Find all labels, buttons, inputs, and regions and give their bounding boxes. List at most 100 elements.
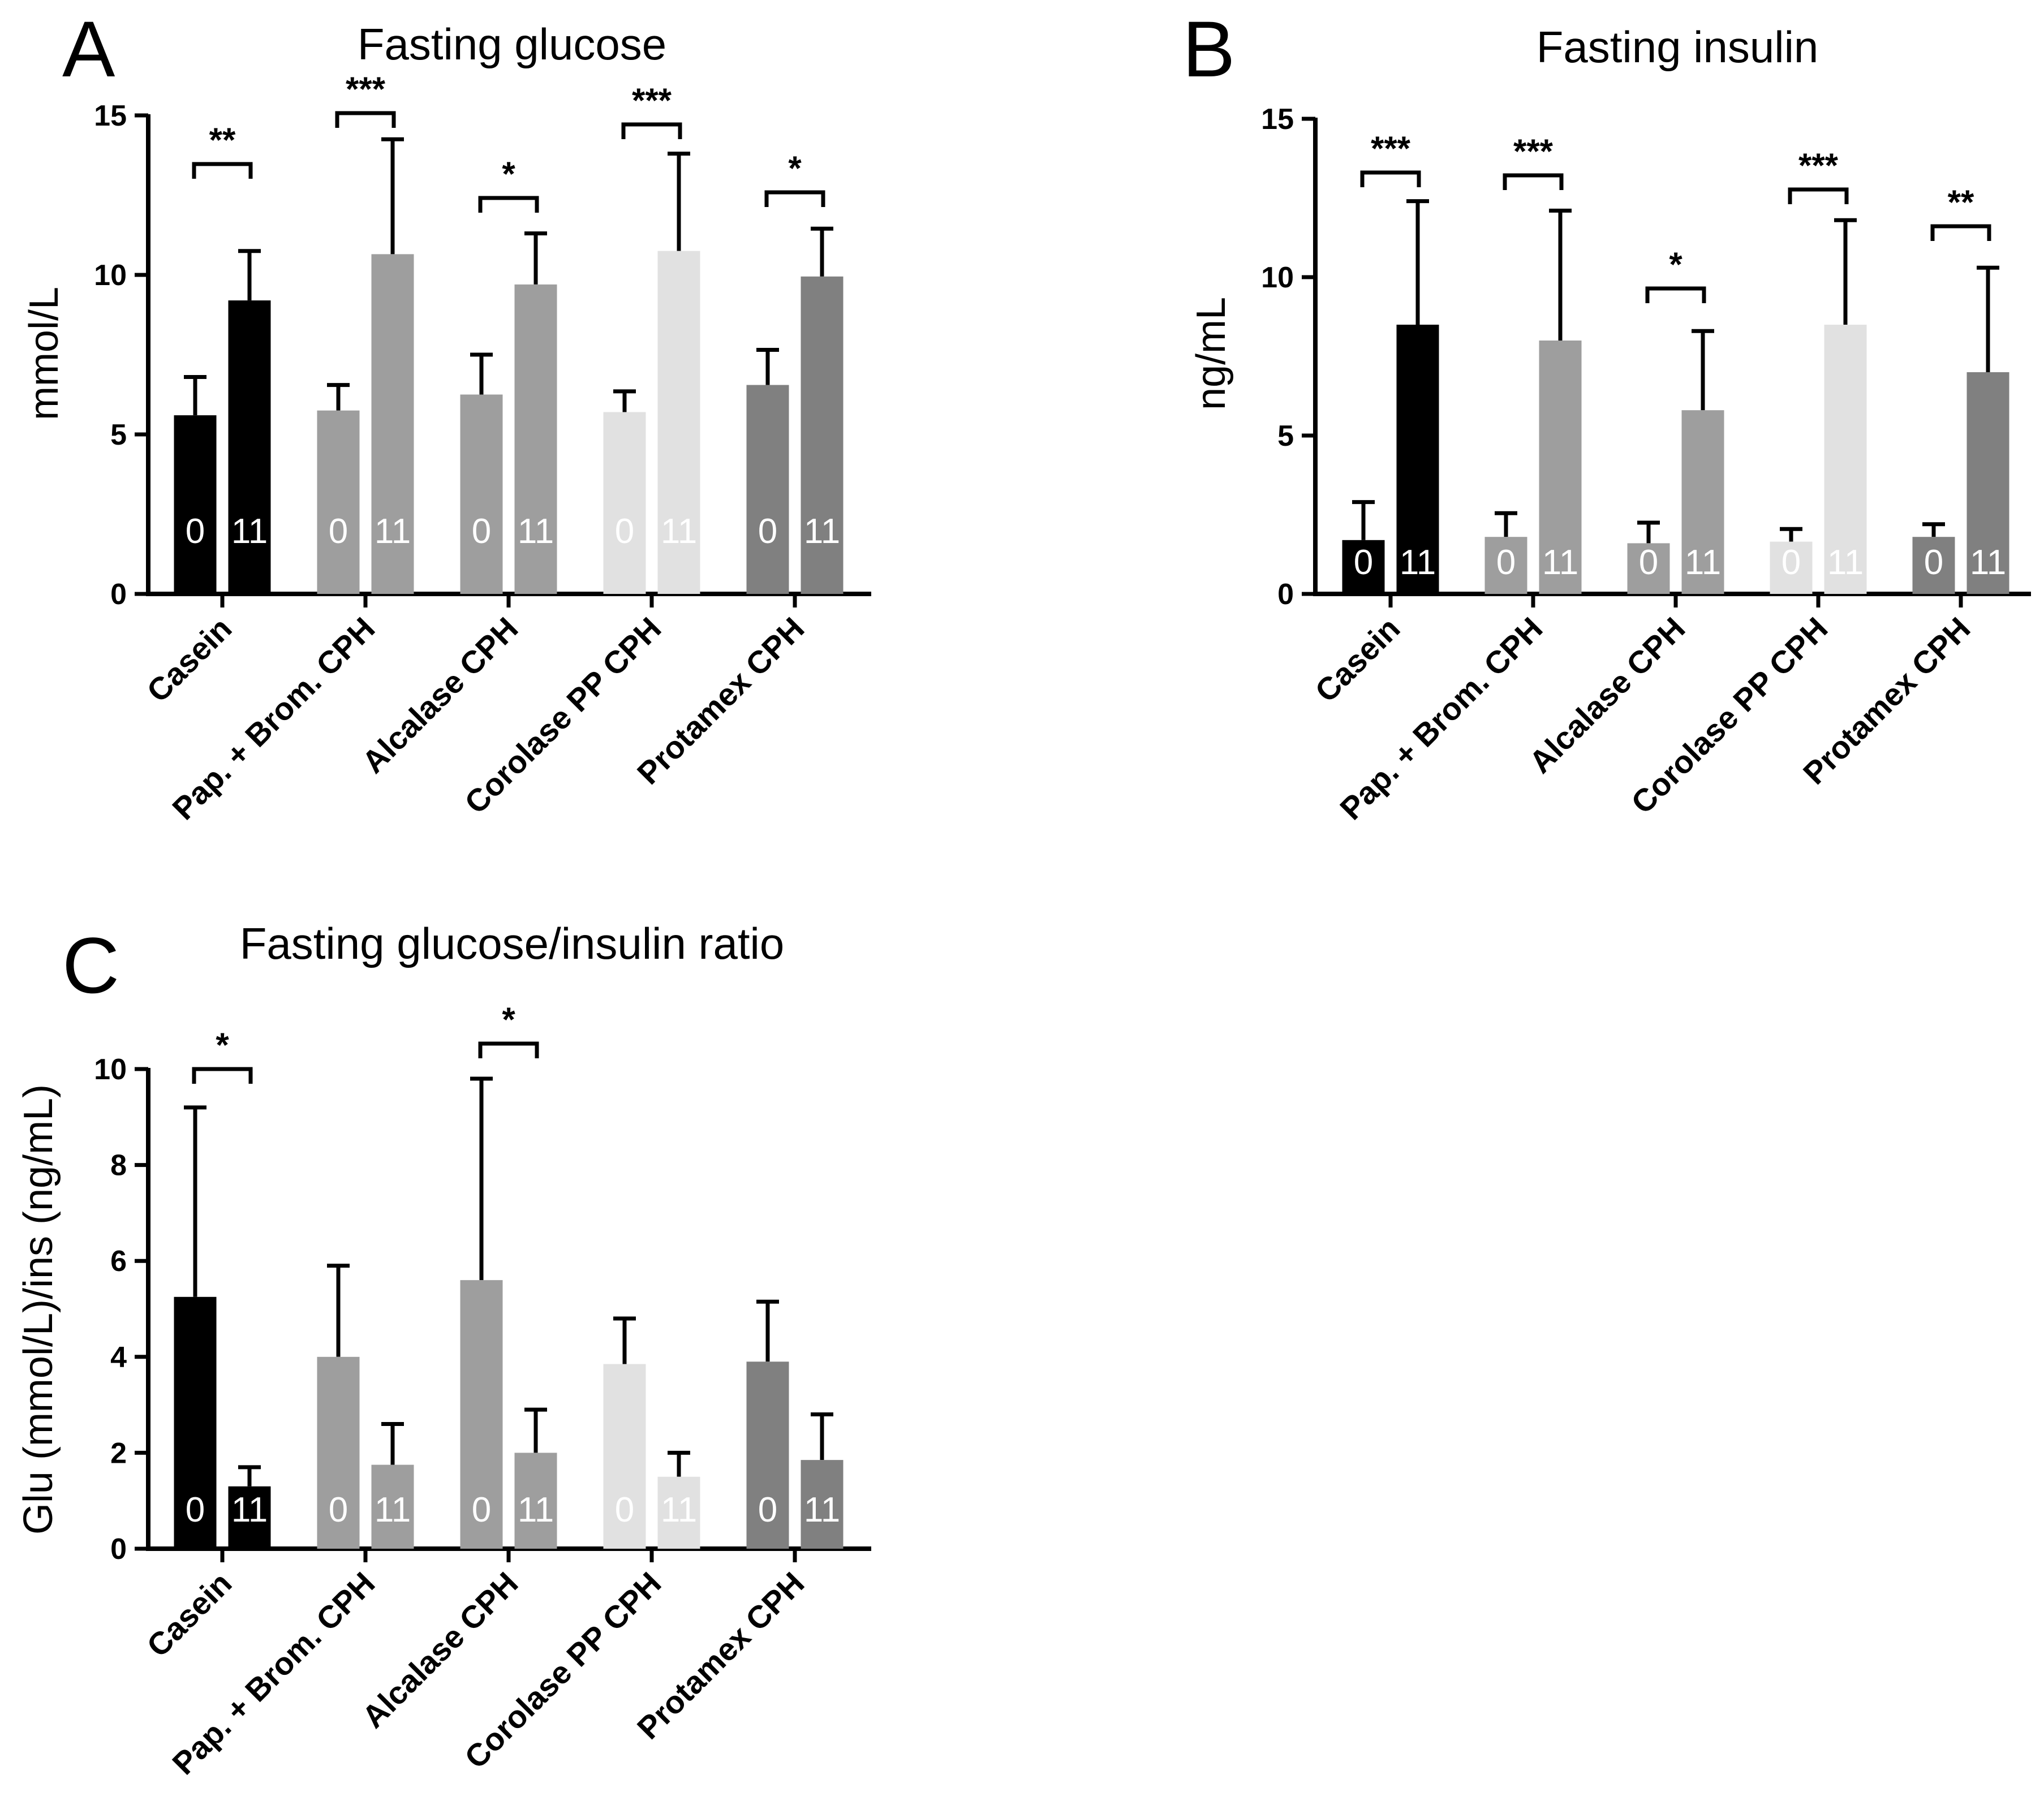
panel-a: A Fasting glucose mmol/L 0 5 10 15 Casein 0 11… (21, 5, 871, 826)
bar (460, 394, 503, 594)
y-tick-label: 8 (110, 1149, 127, 1182)
bar-label: 0 (472, 512, 491, 551)
significance-label: *** (1798, 147, 1839, 184)
y-tick-label: 5 (110, 419, 127, 451)
bar-label: 11 (375, 512, 411, 551)
bar (603, 1364, 646, 1549)
significance-label: * (502, 1001, 515, 1039)
y-tick-label: 15 (1261, 103, 1294, 136)
y-tick-label: 0 (110, 578, 127, 611)
bar (801, 276, 844, 594)
bar (514, 284, 557, 594)
significance-label: *** (1371, 130, 1411, 167)
bar-label: 11 (661, 1490, 697, 1529)
bar-label: 11 (1827, 543, 1864, 582)
panel-letter: B (1182, 5, 1235, 93)
significance-bracket (192, 162, 253, 179)
bar (1484, 537, 1527, 594)
panel-letter: A (62, 5, 115, 93)
panel-b: B Fasting insulin ng/mL 0 5 10 15 Casein 0 11 *… (1182, 5, 2031, 826)
y-tick-label: 0 (110, 1533, 127, 1566)
y-tick-label: 10 (94, 1053, 127, 1086)
bar-label: 11 (231, 1490, 268, 1529)
significance-bracket (1645, 286, 1706, 303)
bar (1681, 410, 1724, 594)
bar (1342, 540, 1385, 594)
significance-bracket (1788, 187, 1849, 204)
category-label: Casein (140, 610, 238, 709)
bar (514, 1453, 557, 1549)
y-axis-label: ng/mL (1189, 297, 1234, 410)
bar (657, 1476, 700, 1549)
bar (174, 415, 217, 594)
significance-bracket (1503, 173, 1564, 190)
bar-label: 11 (661, 512, 697, 551)
bar-label: 11 (804, 1490, 840, 1529)
significance-label: * (216, 1026, 229, 1064)
y-tick-label: 15 (94, 100, 127, 132)
bar (746, 385, 789, 594)
category-label: Casein (140, 1565, 238, 1664)
bar (603, 412, 646, 594)
bar (174, 1296, 217, 1549)
y-tick-label: 6 (110, 1245, 127, 1278)
bar-label: 0 (1781, 543, 1801, 582)
bar (1396, 325, 1439, 594)
bar-label: 0 (1354, 543, 1373, 582)
bar (460, 1280, 503, 1549)
bar (746, 1361, 789, 1549)
significance-bracket (1360, 170, 1421, 187)
significance-bracket (478, 1041, 539, 1058)
chart-title: Fasting insulin (1537, 22, 1819, 72)
significance-label: *** (1513, 132, 1554, 170)
category-label: Casein (1308, 610, 1406, 709)
y-tick-label: 10 (1261, 261, 1294, 294)
significance-label: *** (346, 70, 386, 108)
bar-label: 11 (375, 1490, 411, 1529)
significance-label: ** (1948, 183, 1974, 221)
bar-label: 0 (758, 512, 777, 551)
bar-label: 0 (1639, 543, 1658, 582)
significance-label: ** (209, 121, 236, 159)
significance-bracket (192, 1067, 253, 1084)
bar (1824, 325, 1867, 594)
bar-label: 11 (518, 512, 554, 551)
bar (371, 254, 414, 594)
bar (801, 1460, 844, 1549)
significance-bracket (621, 122, 682, 139)
significance-label: * (502, 155, 515, 193)
bar (1539, 341, 1582, 594)
bar-label: 11 (231, 512, 268, 551)
bar (317, 410, 360, 594)
bar-label: 0 (615, 1490, 634, 1529)
bar-label: 0 (615, 512, 634, 551)
chart-title: Fasting glucose (358, 19, 666, 69)
significance-bracket (1930, 224, 1991, 241)
y-tick-label: 5 (1277, 420, 1294, 453)
bar-label: 0 (758, 1490, 777, 1529)
bar-label: 11 (1970, 543, 2006, 582)
bar (228, 300, 271, 594)
bar (1912, 537, 1955, 594)
significance-bracket (478, 196, 539, 213)
bar-label: 0 (186, 512, 205, 551)
y-axis-label: mmol/L (21, 287, 67, 420)
bar (371, 1464, 414, 1549)
significance-bracket (335, 111, 396, 128)
bar (657, 251, 700, 594)
significance-bracket (764, 190, 825, 207)
bar (317, 1356, 360, 1549)
bar-label: 0 (1496, 543, 1516, 582)
bar-label: 11 (1685, 543, 1721, 582)
bar-label: 0 (186, 1490, 205, 1529)
panel-letter: C (62, 921, 119, 1010)
y-axis-label: Glu (mmol/L)/ins (ng/mL) (16, 1084, 61, 1535)
bar (1770, 541, 1813, 594)
panel-c: C Fasting glucose/insulin ratio Glu (mmo… (16, 919, 871, 1781)
bar (1627, 543, 1670, 594)
bar (1966, 372, 2009, 594)
y-tick-label: 4 (110, 1341, 127, 1374)
bar-label: 11 (1400, 543, 1436, 582)
bar-label: 0 (329, 512, 348, 551)
